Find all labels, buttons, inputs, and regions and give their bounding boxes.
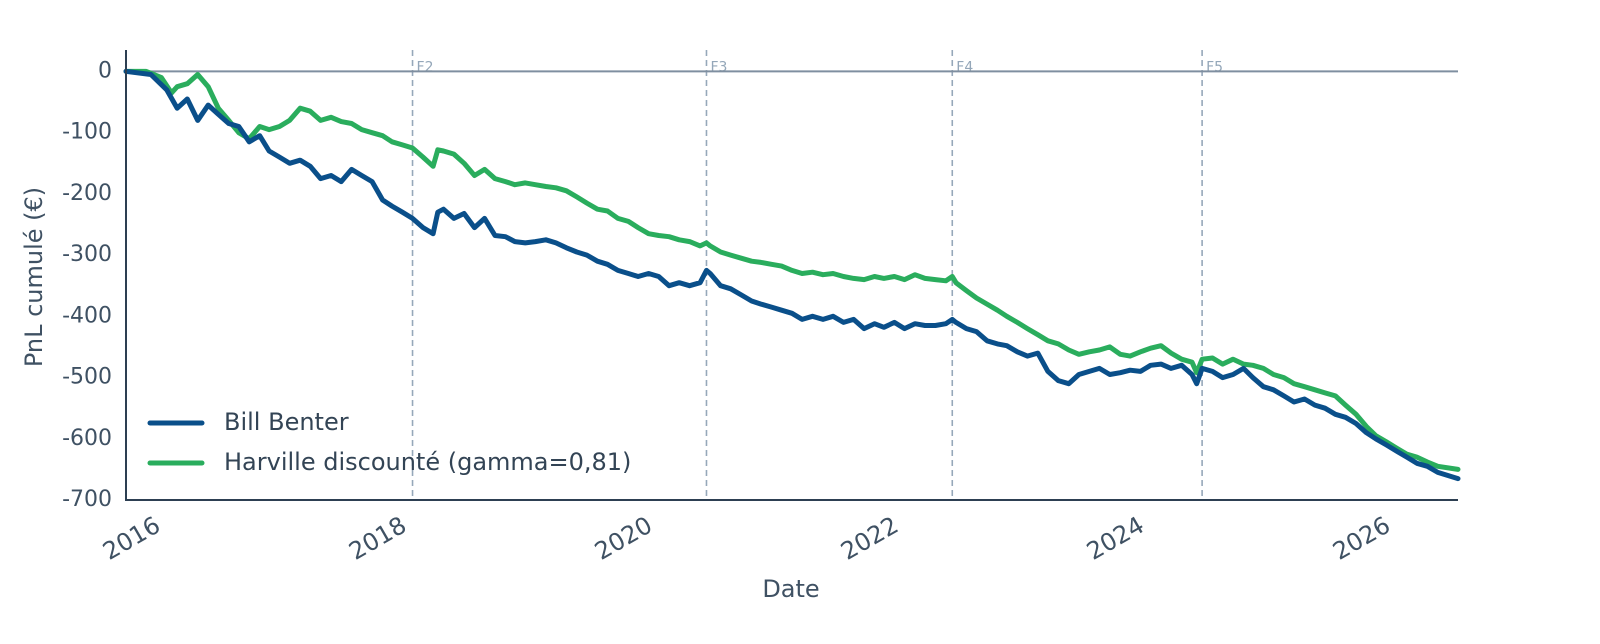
y-tick-label: -600 [62, 426, 112, 451]
y-tick-label: -300 [62, 242, 112, 267]
y-tick-labels: 0 -100 -200 -300 -400 -500 -600 -700 [62, 58, 112, 512]
x-tick-label: 2026 [1328, 511, 1395, 566]
y-tick-label: -700 [62, 487, 112, 512]
x-tick-label: 2016 [98, 511, 165, 566]
y-tick-label: -500 [62, 365, 112, 390]
x-axis-title: Date [762, 575, 819, 603]
fold-label-f3: F3 [710, 59, 727, 75]
series-lines [123, 68, 1461, 482]
axes [125, 50, 1458, 501]
series-line-harville-discounte [123, 68, 1461, 472]
x-tick-label: 2020 [590, 511, 657, 566]
x-tick-label: 2022 [836, 511, 903, 566]
series-line-bill-benter [123, 68, 1461, 482]
x-tick-label: 2018 [344, 511, 411, 566]
x-tick-labels: 2016 2018 2020 2022 2024 2026 [98, 511, 1395, 566]
y-tick-label: 0 [98, 58, 112, 83]
y-tick-label: -400 [62, 303, 112, 328]
fold-label-f2: F2 [417, 59, 434, 75]
legend-label: Bill Benter [224, 408, 349, 436]
fold-label-f5: F5 [1206, 59, 1223, 75]
legend: Bill Benter Harville discounté (gamma=0,8… [147, 408, 631, 476]
legend-label: Harville discounté (gamma=0,81) [224, 448, 631, 476]
y-axis-title: PnL cumulé (€) [20, 187, 48, 367]
y-tick-label: -200 [62, 181, 112, 206]
y-tick-label: -100 [62, 120, 112, 145]
x-tick-label: 2024 [1082, 511, 1149, 566]
fold-label-f4: F4 [956, 59, 973, 75]
